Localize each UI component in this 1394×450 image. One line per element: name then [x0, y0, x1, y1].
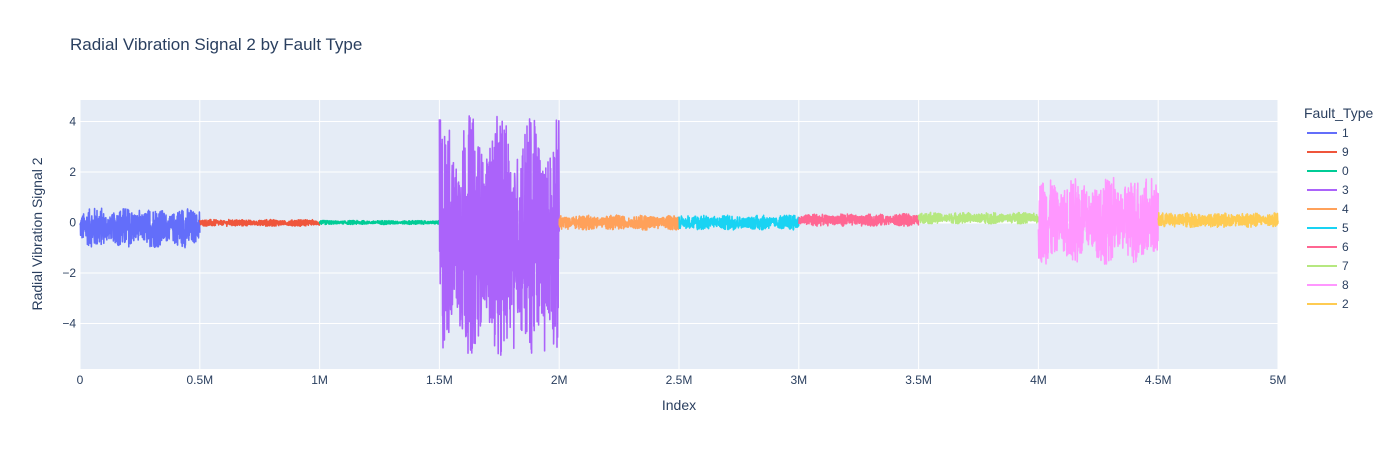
- x-tick-label: 1.5M: [426, 373, 453, 387]
- legend-item-1[interactable]: 1: [1307, 126, 1349, 140]
- x-tick-label: 4.5M: [1145, 373, 1172, 387]
- legend-item-7[interactable]: 7: [1307, 259, 1349, 273]
- legend-label: 3: [1342, 183, 1349, 197]
- series-line-4[interactable]: [558, 214, 680, 231]
- series-line-0[interactable]: [318, 219, 440, 226]
- legend-label: 0: [1342, 164, 1349, 178]
- series-line-7[interactable]: [917, 211, 1040, 225]
- legend-items[interactable]: 1 9 0 3 4 5 6 7 8 2: [1307, 126, 1349, 311]
- series-line-9[interactable]: [199, 218, 321, 228]
- legend-label: 4: [1342, 202, 1349, 216]
- x-tick-label: 3.5M: [905, 373, 932, 387]
- legend-item-5[interactable]: 5: [1307, 221, 1349, 235]
- legend-item-3[interactable]: 3: [1307, 183, 1349, 197]
- x-tick-label: 1M: [311, 373, 328, 387]
- x-tick-labels: 0 0.5M 1M 1.5M 2M 2.5M 3M 3.5M 4M 4.5M 5M: [77, 373, 1287, 387]
- legend-label: 1: [1342, 126, 1349, 140]
- series-line-1[interactable]: [79, 207, 201, 249]
- series-line-5[interactable]: [678, 214, 800, 231]
- legend-item-8[interactable]: 8: [1307, 278, 1349, 292]
- legend-label: 5: [1342, 221, 1349, 235]
- legend-item-6[interactable]: 6: [1307, 240, 1349, 254]
- legend-label: 9: [1342, 145, 1349, 159]
- x-axis-label: Index: [662, 397, 696, 413]
- legend-item-2[interactable]: 2: [1307, 297, 1349, 311]
- y-tick-label: 2: [69, 165, 76, 179]
- x-tick-label: 2.5M: [666, 373, 693, 387]
- y-tick-label: 0: [69, 216, 76, 230]
- x-tick-label: 5M: [1270, 373, 1287, 387]
- legend-item-0[interactable]: 0: [1307, 164, 1349, 178]
- series-traces: [79, 115, 1279, 356]
- x-tick-label: 4M: [1030, 373, 1047, 387]
- series-line-8[interactable]: [1037, 176, 1159, 265]
- legend-title: Fault_Type: [1304, 105, 1373, 121]
- x-tick-label: 2M: [551, 373, 568, 387]
- legend-item-9[interactable]: 9: [1307, 145, 1349, 159]
- legend-label: 6: [1342, 240, 1349, 254]
- y-tick-labels: 4 2 0 −2 −4: [62, 114, 76, 330]
- series-line-3[interactable]: [438, 115, 560, 356]
- chart-title: Radial Vibration Signal 2 by Fault Type: [70, 35, 362, 54]
- x-tick-label: 3M: [790, 373, 807, 387]
- legend-label: 7: [1342, 259, 1349, 273]
- y-tick-label: 4: [69, 114, 76, 128]
- x-tick-label: 0: [77, 373, 84, 387]
- legend-label: 2: [1342, 297, 1349, 311]
- gridlines: [79, 100, 1279, 369]
- legend-item-4[interactable]: 4: [1307, 202, 1349, 216]
- legend-label: 8: [1342, 278, 1349, 292]
- legend[interactable]: Fault_Type 1 9 0 3 4 5 6 7 8 2: [1304, 105, 1373, 311]
- series-line-6[interactable]: [798, 212, 920, 227]
- x-tick-label: 0.5M: [186, 373, 213, 387]
- y-tick-label: −4: [62, 317, 76, 331]
- y-axis-label: Radial Vibration Signal 2: [29, 157, 45, 310]
- y-tick-label: −2: [62, 266, 76, 280]
- series-line-2[interactable]: [1157, 212, 1279, 229]
